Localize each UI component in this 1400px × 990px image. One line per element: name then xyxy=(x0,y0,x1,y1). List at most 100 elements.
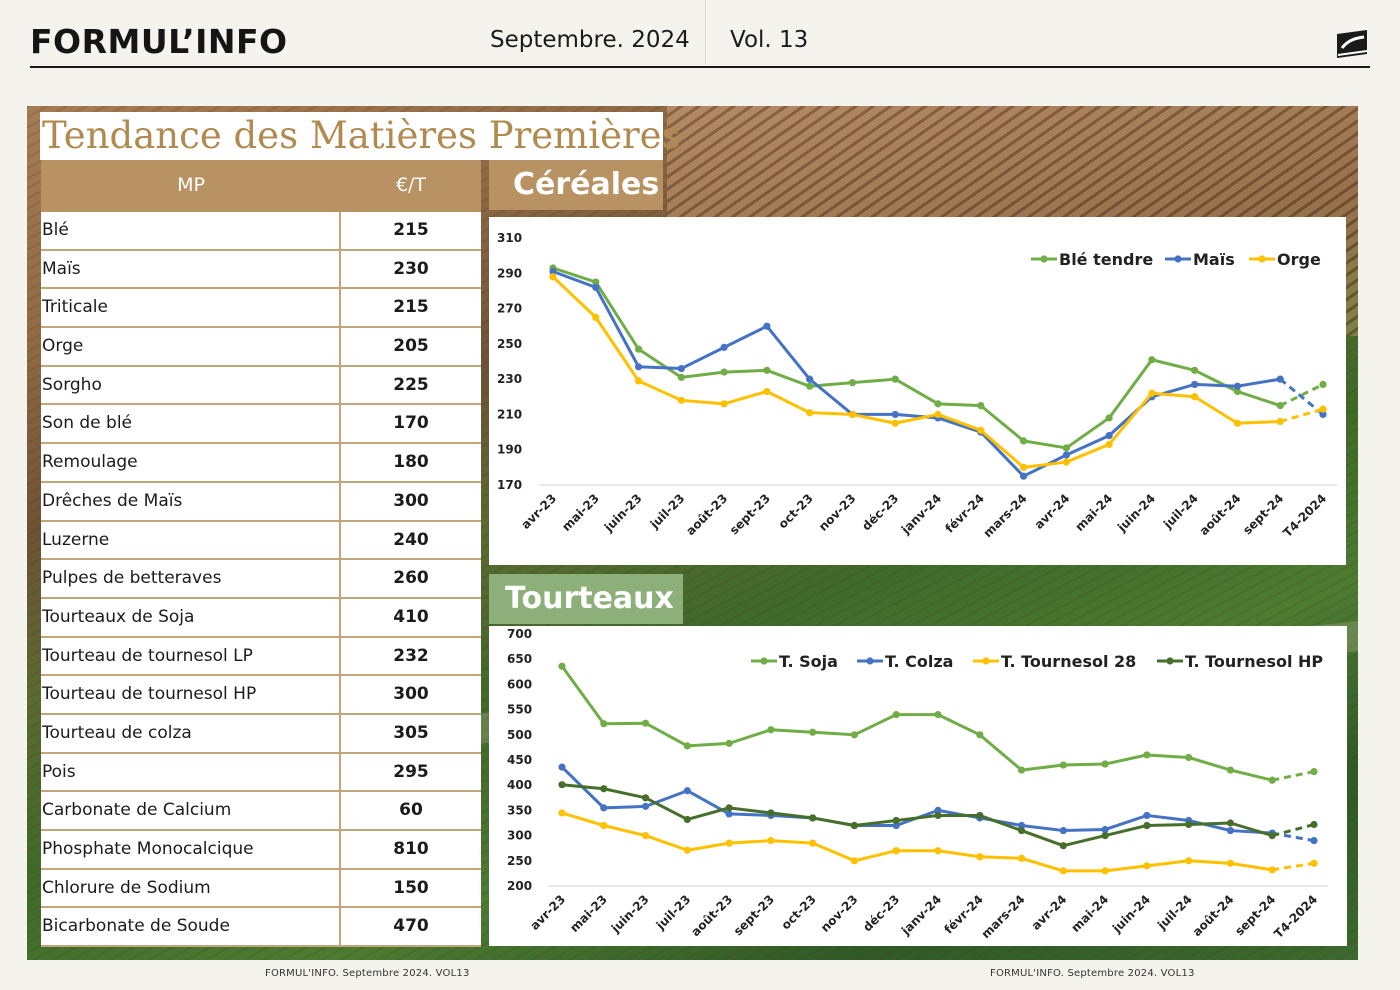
data-point xyxy=(1185,753,1193,762)
row-price: 300 xyxy=(393,490,429,511)
series-line xyxy=(551,275,1282,469)
data-point xyxy=(1019,472,1028,480)
row-material-name: Luzerne xyxy=(41,521,341,559)
table-row: Orge 205 xyxy=(41,328,481,367)
data-point xyxy=(934,806,942,814)
data-point xyxy=(934,811,942,820)
x-tick-label: déc-23 xyxy=(859,491,901,533)
data-point xyxy=(1062,451,1070,459)
data-point xyxy=(806,409,814,417)
data-point xyxy=(1276,375,1284,383)
data-point xyxy=(1105,414,1113,422)
legend-marker xyxy=(1040,255,1048,263)
data-point xyxy=(600,785,608,793)
data-point xyxy=(1148,356,1156,364)
data-point xyxy=(600,804,608,812)
legend-label: T. Soja xyxy=(779,652,838,671)
data-point xyxy=(725,839,733,847)
footer-right: FORMUL'INFO. Septembre 2024. VOL13 xyxy=(990,968,1195,979)
x-tick-label: T4-2024 xyxy=(1280,491,1329,540)
data-point xyxy=(1019,463,1028,471)
data-point xyxy=(1319,380,1327,389)
series-line xyxy=(560,765,1274,835)
table-row: Pulpes de betteraves 260 xyxy=(41,560,481,599)
row-material-name: Carbonate de Calcium xyxy=(41,792,341,829)
section-tab-tourteaux: Tourteaux xyxy=(489,574,683,624)
data-point xyxy=(763,387,771,396)
legend-label: T. Tournesol 28 xyxy=(1001,652,1136,671)
data-point xyxy=(558,809,566,817)
brand-logo-text: FORMUL’INFO xyxy=(30,22,288,61)
row-material-name: Tourteau de colza xyxy=(41,714,341,752)
row-price: 295 xyxy=(393,761,429,782)
series-forecast-line xyxy=(1279,377,1324,416)
data-point xyxy=(1143,751,1151,759)
data-point xyxy=(976,731,984,739)
data-point xyxy=(592,278,600,286)
legend-marker xyxy=(1258,255,1266,263)
data-point xyxy=(677,396,685,404)
chart-tourteaux: 200 250 300 350 400 450 500 550 600 650 700 avr-23 m… xyxy=(489,626,1347,946)
footer-left: FORMUL'INFO. Septembre 2024. VOL13 xyxy=(265,968,470,979)
data-point xyxy=(1105,440,1113,449)
data-point xyxy=(809,814,817,822)
x-tick-label: juin-23 xyxy=(608,892,652,936)
data-point xyxy=(1105,432,1113,440)
data-point xyxy=(934,711,942,719)
x-tick-label: juin-23 xyxy=(601,491,645,535)
y-tick-label: 300 xyxy=(507,829,532,843)
x-tick-label: janv-24 xyxy=(898,892,944,938)
data-point xyxy=(977,426,985,434)
x-tick-label: juil-23 xyxy=(647,491,688,532)
row-material-name: Phosphate Monocalcique xyxy=(41,831,341,868)
row-price: 170 xyxy=(393,413,429,434)
data-point xyxy=(1191,366,1199,374)
data-point xyxy=(850,821,859,830)
x-tick-label: déc-23 xyxy=(860,892,902,934)
data-point xyxy=(1143,811,1151,820)
row-material-name: Tourteau de tournesol HP xyxy=(41,676,341,713)
y-tick-label: 170 xyxy=(497,478,522,492)
data-point xyxy=(767,837,775,845)
data-point xyxy=(558,662,566,670)
data-point xyxy=(720,343,728,351)
legend-label: Blé tendre xyxy=(1059,250,1153,269)
data-point xyxy=(806,375,814,383)
table-row: Son de blé 170 xyxy=(41,405,481,445)
legend-label: T. Colza xyxy=(885,652,953,671)
row-price: 470 xyxy=(393,916,429,937)
table-row: Tourteau de tournesol LP 232 xyxy=(41,637,481,677)
y-tick-label: 310 xyxy=(497,231,522,245)
header-separator xyxy=(705,0,706,64)
x-tick-label: août-23 xyxy=(683,491,730,538)
data-point xyxy=(977,402,985,410)
legend-marker xyxy=(1166,657,1174,665)
data-point xyxy=(850,731,859,739)
data-point xyxy=(558,763,566,771)
row-price: 300 xyxy=(393,684,429,705)
data-point xyxy=(848,410,857,419)
data-point xyxy=(1276,417,1284,426)
legend-label: Maïs xyxy=(1193,250,1235,269)
data-point xyxy=(641,719,650,727)
data-point xyxy=(891,410,899,419)
data-point xyxy=(1319,405,1327,413)
row-material-name: Bicarbonate de Soude xyxy=(41,908,341,946)
y-tick-label: 650 xyxy=(507,652,532,666)
row-price: 215 xyxy=(393,297,429,318)
series-forecast-line xyxy=(1271,823,1315,838)
data-point xyxy=(683,846,691,854)
data-point xyxy=(558,781,566,789)
x-tick-label: janv-24 xyxy=(898,491,944,537)
data-point xyxy=(1017,766,1026,774)
x-tick-label: juin-24 xyxy=(1109,892,1153,936)
row-material-name: Tourteau de tournesol LP xyxy=(41,637,341,675)
x-tick-label: sept-23 xyxy=(731,892,777,938)
y-tick-label: 700 xyxy=(507,627,532,641)
table-row: Drêches de Maïs 300 xyxy=(41,482,481,522)
data-point xyxy=(641,794,650,802)
data-point xyxy=(641,832,650,840)
table-row: Carbonate de Calcium 60 xyxy=(41,792,481,831)
data-point xyxy=(1319,410,1327,419)
series-forecast-line xyxy=(1271,861,1315,872)
